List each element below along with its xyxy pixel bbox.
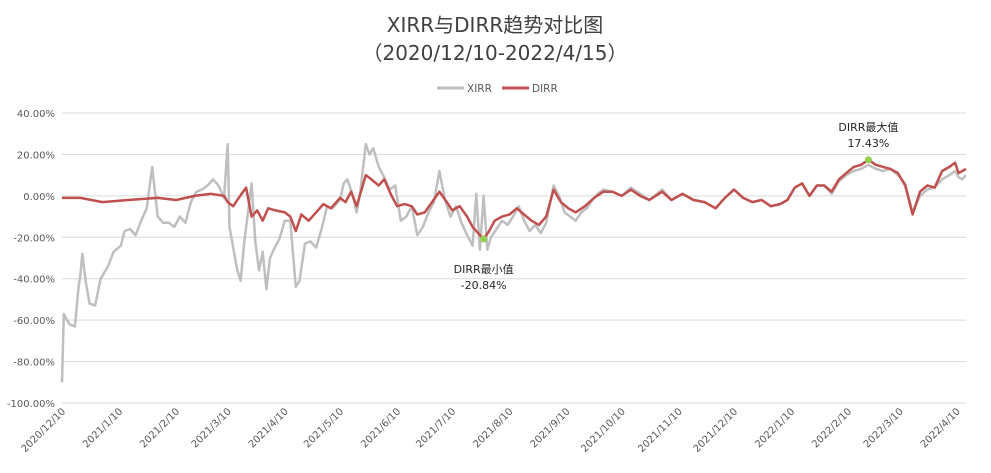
x-tick-label: 2021/5/10 xyxy=(302,406,346,450)
y-tick-label: -80.00% xyxy=(13,358,55,369)
x-tick-label: 2021/9/10 xyxy=(529,406,573,450)
x-tick-label: 2022/1/10 xyxy=(753,406,797,450)
annotation-marker xyxy=(864,156,872,164)
legend-label-xirr: XIRR xyxy=(467,83,492,95)
chart-subtitle: （2020/12/10-2022/4/15） xyxy=(362,41,627,65)
x-tick-label: 2021/11/10 xyxy=(636,406,685,455)
series-lines xyxy=(60,142,967,383)
y-tick-label: -20.00% xyxy=(13,233,55,244)
x-tick-label: 2021/10/10 xyxy=(579,406,628,455)
y-tick-label: -40.00% xyxy=(13,275,55,286)
x-tick-label: 2021/3/10 xyxy=(190,406,234,450)
chart-title: XIRR与DIRR趋势对比图 xyxy=(387,13,603,37)
annotation-label: DIRR最小值 xyxy=(454,263,514,276)
annotations: DIRR最大值 17.43% DIRR最小值 -20.84% xyxy=(454,120,899,292)
x-tick-label: 2020/12/10 xyxy=(20,406,69,455)
series-line-xirr xyxy=(60,142,967,383)
x-tick-label: 2021/2/10 xyxy=(138,406,182,450)
x-tick-label: 2021/7/10 xyxy=(414,406,458,450)
y-tick-label: -60.00% xyxy=(13,316,55,327)
y-tick-label: 20.00% xyxy=(17,150,55,161)
x-tick-label: 2021/1/10 xyxy=(81,406,125,450)
series-line-dirr xyxy=(62,158,967,241)
legend-label-dirr: DIRR xyxy=(532,83,558,95)
annotation-marker xyxy=(480,235,488,243)
y-tick-label: 40.00% xyxy=(17,109,55,120)
x-tick-label: 2022/3/10 xyxy=(862,406,906,450)
annotation-value: -20.84% xyxy=(461,279,507,292)
y-axis-ticks: 40.00% 20.00% 0.00% -20.00% -40.00% -60.00% -8… xyxy=(7,109,55,410)
x-tick-label: 2022/4/10 xyxy=(919,406,963,450)
x-tick-label: 2021/12/10 xyxy=(692,406,741,455)
x-tick-label: 2021/4/10 xyxy=(247,406,291,450)
x-axis-ticks: 2020/12/10 2021/1/10 2021/2/10 2021/3/10 202… xyxy=(20,406,963,455)
gridlines xyxy=(62,112,966,404)
annotation-label: DIRR最大值 xyxy=(838,120,898,134)
annotation-value: 17.43% xyxy=(847,137,889,150)
y-tick-label: -100.00% xyxy=(7,399,55,410)
x-tick-label: 2022/2/10 xyxy=(810,406,854,450)
x-tick-label: 2021/6/10 xyxy=(359,406,403,450)
x-tick-label: 2021/8/10 xyxy=(471,406,515,450)
y-tick-label: 0.00% xyxy=(23,192,55,203)
legend: XIRR DIRR xyxy=(437,83,558,95)
